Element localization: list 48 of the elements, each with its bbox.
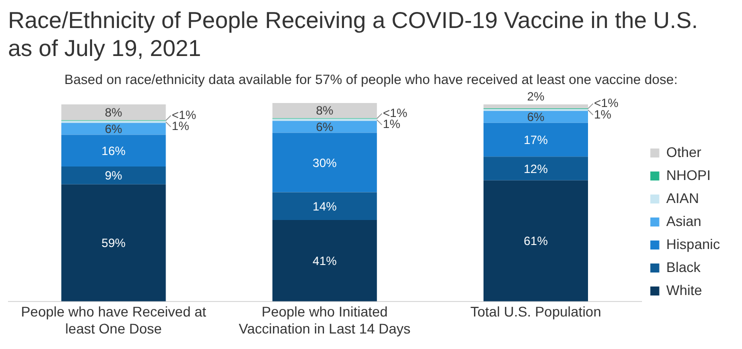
- data-label: 41%: [312, 254, 337, 268]
- data-label: 59%: [102, 236, 126, 250]
- data-label: 6%: [316, 120, 334, 134]
- bar: [484, 110, 588, 123]
- data-label: 14%: [312, 199, 337, 214]
- data-label: <1%: [172, 108, 196, 122]
- bar: [61, 104, 166, 120]
- bar: [484, 180, 588, 302]
- x-tick-label: Total U.S. Population: [470, 304, 602, 320]
- data-label: 61%: [524, 234, 548, 248]
- legend-label: Other: [666, 144, 702, 160]
- x-tick-label: People who have Received at least One Dose: [20, 304, 206, 336]
- data-label: <1%: [594, 96, 619, 110]
- data-label: 6%: [104, 122, 123, 136]
- bar: [272, 192, 377, 220]
- bar: [61, 134, 166, 166]
- data-label: 8%: [316, 104, 334, 118]
- legend-label: White: [666, 282, 702, 298]
- data-label: 16%: [102, 144, 126, 158]
- bar: [272, 103, 377, 118]
- data-label: 8%: [104, 106, 123, 120]
- bar: [484, 104, 588, 108]
- legend-label: NHOPI: [666, 166, 711, 183]
- x-tick-label: People who Initiated Vaccination in Last 14 Days: [238, 304, 411, 336]
- legend-label: Black: [666, 258, 702, 275]
- bar: [272, 120, 377, 133]
- data-label: 9%: [104, 168, 123, 183]
- legend-label: Asian: [666, 212, 702, 229]
- chart-subtitle: Based on race/ethnicity data available for 57% of people who have received at least one vaccine dose:: [63, 72, 679, 87]
- legend-label: Hispanic: [666, 236, 720, 252]
- chart-title: Race/Ethnicity of People Receiving a COVID-19 Vaccine in the U.S. as of July 19, 2021: [8, 6, 699, 62]
- bar: [484, 122, 588, 157]
- data-label: 1%: [594, 107, 612, 122]
- data-label: 1%: [172, 119, 190, 134]
- data-label: 30%: [312, 156, 337, 170]
- data-label: 1%: [382, 117, 401, 132]
- data-label: 12%: [524, 162, 548, 176]
- bar: [61, 122, 166, 135]
- bar: [61, 166, 166, 184]
- bar: [272, 132, 377, 192]
- data-label: 6%: [527, 110, 545, 124]
- data-label: 17%: [524, 133, 548, 148]
- bar: [484, 156, 588, 180]
- legend-label: AIAN: [666, 190, 699, 206]
- data-label: 2%: [527, 90, 545, 104]
- bar: [61, 184, 166, 302]
- data-label: <1%: [382, 106, 408, 120]
- bar: [272, 220, 377, 302]
